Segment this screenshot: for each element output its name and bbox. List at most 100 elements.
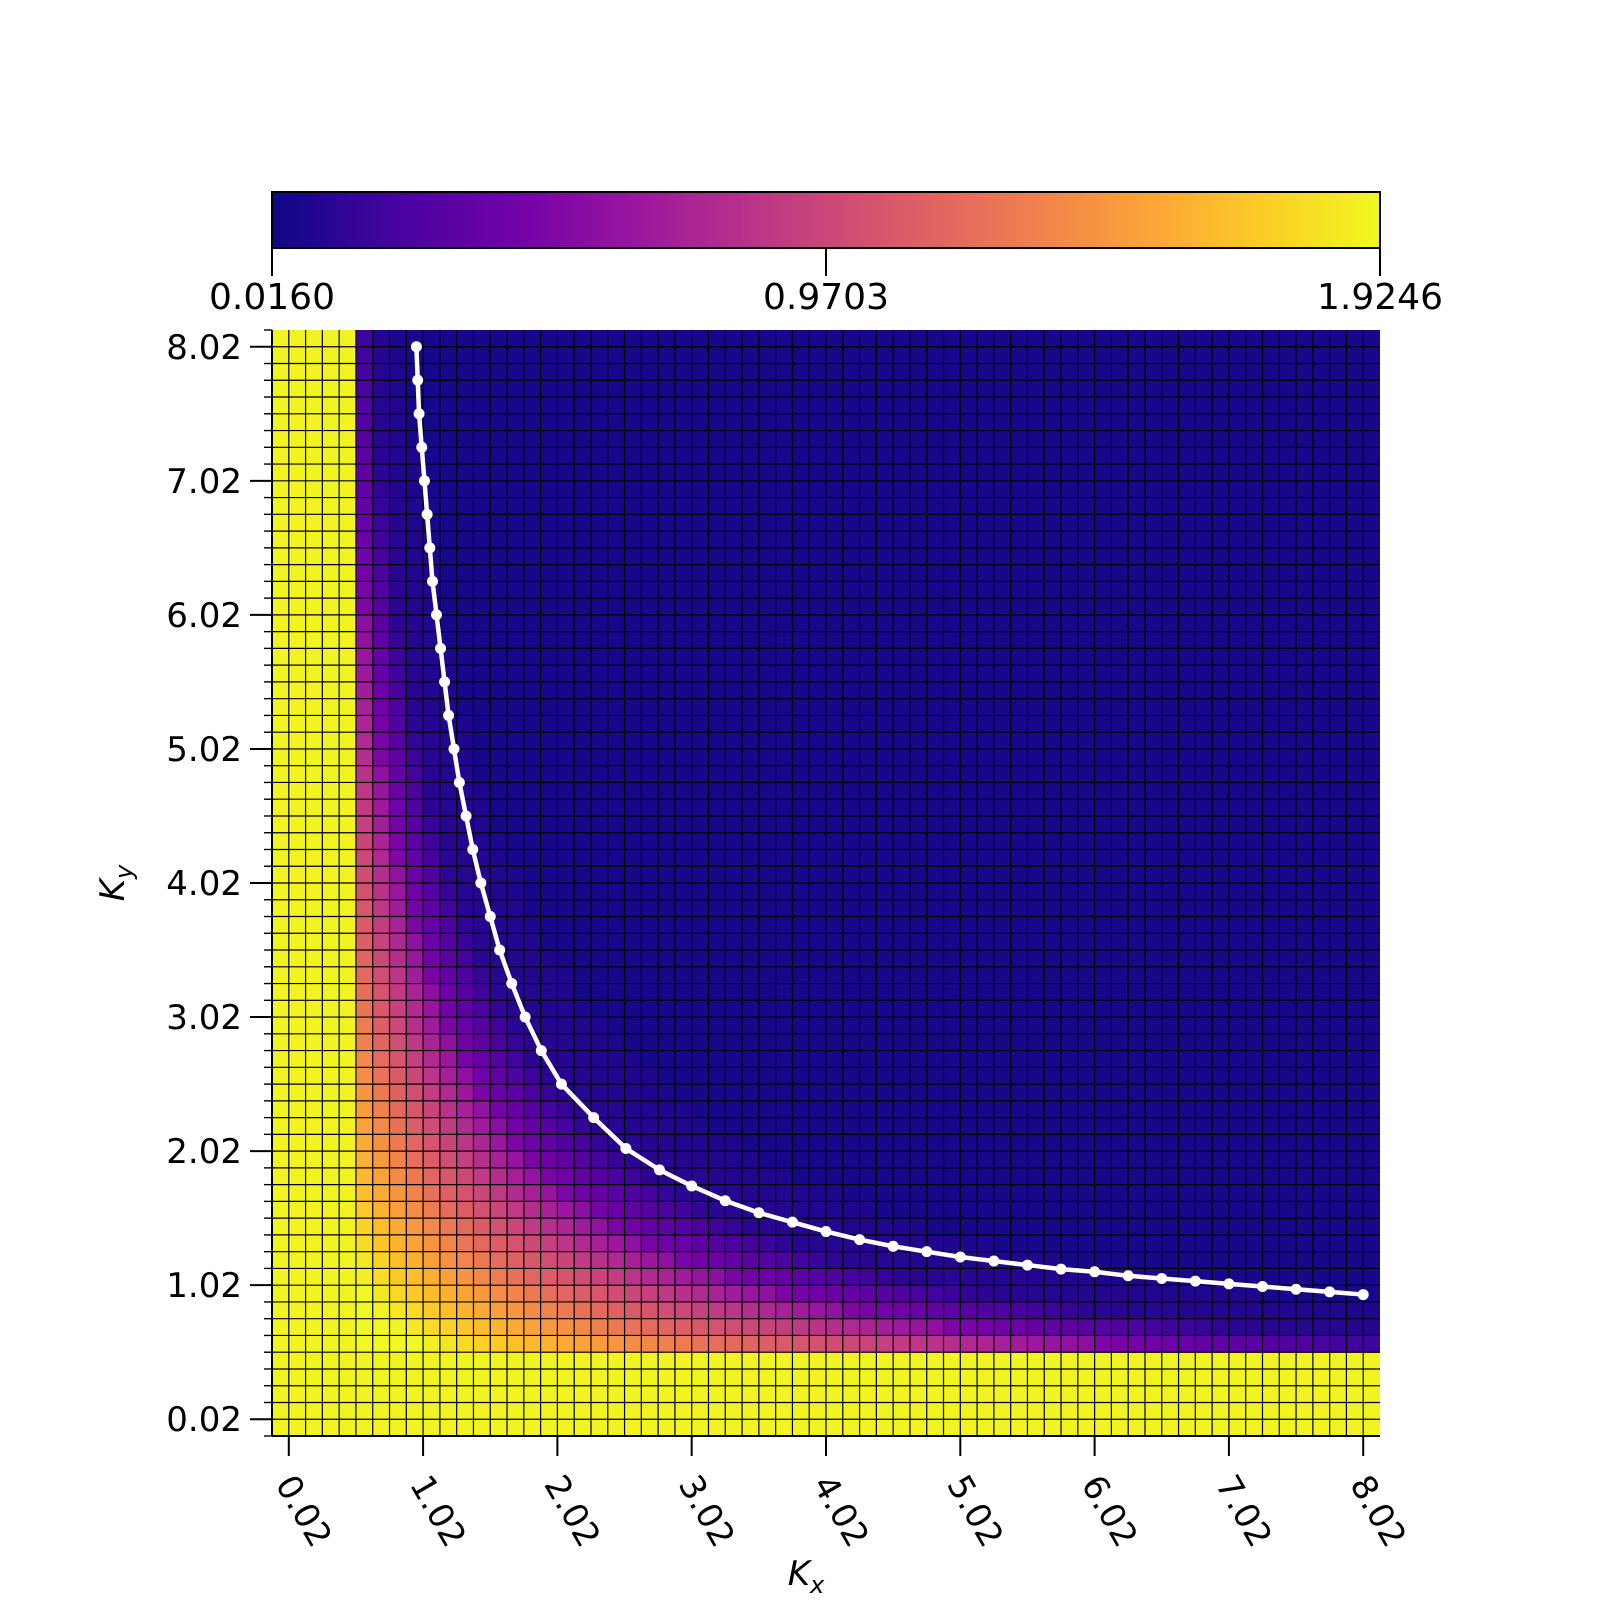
heatmap-cell <box>725 363 743 381</box>
heatmap-cell <box>909 464 928 482</box>
heatmap-cell <box>1144 1285 1163 1303</box>
heatmap-cell <box>1044 1251 1062 1270</box>
boundary-marker <box>453 776 465 788</box>
heatmap-cell <box>1346 648 1364 666</box>
heatmap-cell <box>1144 1335 1163 1353</box>
heatmap-cell <box>1363 1151 1380 1169</box>
heatmap-cell <box>1010 681 1029 700</box>
heatmap-cell <box>557 681 575 700</box>
heatmap-cell <box>1329 832 1348 851</box>
heatmap-cell <box>1312 883 1331 901</box>
heatmap-cell <box>590 1151 609 1169</box>
heatmap-cell <box>607 765 626 784</box>
heatmap-cell <box>1363 1050 1380 1068</box>
heatmap-cell <box>809 899 827 918</box>
heatmap-cell <box>1329 1402 1348 1420</box>
heatmap-cell <box>1363 598 1380 616</box>
heatmap-cell <box>1363 966 1380 985</box>
heatmap-cell <box>641 447 659 465</box>
heatmap-cell <box>758 447 777 465</box>
heatmap-cell <box>322 1050 340 1068</box>
heatmap-cell <box>624 866 642 884</box>
heatmap-cell <box>557 397 575 415</box>
heatmap-cell <box>1010 1100 1029 1119</box>
heatmap-cell <box>826 1151 844 1169</box>
heatmap-cell <box>826 1385 844 1404</box>
heatmap-cell <box>977 1050 995 1068</box>
heatmap-cell <box>1111 631 1129 649</box>
heatmap-cell <box>272 1234 290 1253</box>
heatmap-cell <box>607 547 626 566</box>
heatmap-cell <box>523 480 542 499</box>
heatmap-cell <box>792 1050 810 1068</box>
heatmap-cell <box>893 380 911 398</box>
heatmap-cell <box>1128 832 1146 851</box>
heatmap-cell <box>1245 1117 1264 1135</box>
heatmap-cell <box>1144 983 1163 1001</box>
heatmap-cell <box>557 866 575 884</box>
heatmap-cell <box>288 899 307 918</box>
heatmap-cell <box>1044 665 1062 683</box>
heatmap-cell <box>708 832 726 851</box>
heatmap-cell <box>1228 1017 1247 1035</box>
heatmap-cell <box>490 430 508 448</box>
heatmap-cell <box>691 380 710 398</box>
heatmap-cell <box>876 1134 894 1152</box>
heatmap-cell <box>993 732 1012 750</box>
heatmap-cell <box>1161 547 1180 566</box>
heatmap-cell <box>792 1100 810 1119</box>
heatmap-cell <box>977 1134 995 1152</box>
heatmap-cell <box>725 346 743 365</box>
heatmap-cell <box>1346 514 1364 532</box>
heatmap-cell <box>1346 899 1364 918</box>
heatmap-cell <box>1094 497 1112 515</box>
heatmap-cell <box>792 1402 810 1420</box>
heatmap-cell <box>272 715 290 733</box>
heatmap-cell <box>1027 1000 1045 1018</box>
heatmap-cell <box>1128 933 1146 951</box>
heatmap-cell <box>574 966 592 985</box>
heatmap-cell <box>909 1352 928 1370</box>
heatmap-cell <box>758 765 777 784</box>
heatmap-cell <box>708 380 726 398</box>
heatmap-cell <box>355 1385 374 1404</box>
heatmap-cell <box>540 883 558 901</box>
heatmap-cell <box>943 1067 961 1085</box>
heatmap-cell <box>977 1285 995 1303</box>
heatmap-cell <box>742 866 760 884</box>
heatmap-cell <box>1111 681 1129 700</box>
heatmap-cell <box>1044 782 1062 800</box>
heatmap-cell <box>305 480 323 499</box>
heatmap-cell <box>758 815 777 834</box>
heatmap-cell <box>1212 1335 1230 1353</box>
heatmap-cell <box>809 547 827 566</box>
heatmap-cell <box>809 1184 827 1202</box>
heatmap-cell <box>1010 380 1029 398</box>
boundary-marker <box>1357 1289 1369 1301</box>
heatmap-cell <box>993 815 1012 834</box>
heatmap-cell <box>792 564 810 582</box>
heatmap-cell <box>1111 598 1129 616</box>
heatmap-cell <box>1128 648 1146 666</box>
heatmap-cell <box>1111 1017 1129 1035</box>
heatmap-cell <box>1128 983 1146 1001</box>
heatmap-cell <box>893 1385 911 1404</box>
heatmap-cell <box>624 1301 642 1320</box>
heatmap-cell <box>1279 815 1297 834</box>
heatmap-cell <box>1111 1301 1129 1320</box>
heatmap-cell <box>473 799 491 817</box>
heatmap-cell <box>658 665 676 683</box>
heatmap-cell <box>1245 866 1264 884</box>
heatmap-cell <box>607 933 626 951</box>
boundary-marker <box>1156 1272 1168 1284</box>
heatmap-cell <box>1346 950 1364 968</box>
heatmap-cell <box>322 581 340 599</box>
heatmap-cell <box>1329 1368 1348 1387</box>
heatmap-cell <box>305 983 323 1001</box>
heatmap-cell <box>641 614 659 633</box>
heatmap-cell <box>1027 346 1045 365</box>
heatmap-cell <box>1178 849 1196 867</box>
heatmap-cell <box>674 1017 693 1035</box>
heatmap-cell <box>943 464 961 482</box>
heatmap-cell <box>272 1050 290 1068</box>
